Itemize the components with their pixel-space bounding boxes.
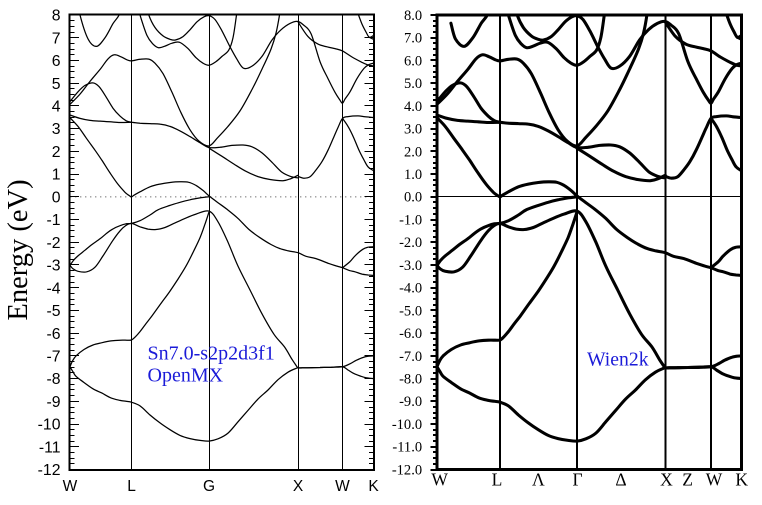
svg-text:Sn7.0-s2p2d3f1: Sn7.0-s2p2d3f1 [148, 343, 275, 365]
svg-text:.0: .0 [411, 31, 422, 47]
svg-text:-1: -1 [399, 212, 411, 228]
svg-text:-6: -6 [46, 326, 60, 343]
svg-text:.0: .0 [411, 144, 422, 160]
svg-text:-7: -7 [46, 349, 60, 366]
svg-text:Energy (eV): Energy (eV) [3, 179, 34, 320]
svg-text:5: 5 [52, 76, 61, 93]
svg-text:3: 3 [404, 122, 411, 138]
svg-text:W: W [63, 478, 78, 495]
svg-text:Γ: Γ [572, 470, 582, 490]
svg-text:-8: -8 [399, 372, 411, 388]
svg-text:G: G [203, 478, 215, 495]
svg-text:OpenMX: OpenMX [148, 365, 224, 387]
svg-text:Λ: Λ [532, 470, 545, 490]
svg-text:.0: .0 [411, 53, 422, 69]
svg-text:.0: .0 [411, 167, 422, 183]
svg-text:4: 4 [404, 99, 412, 115]
svg-text:.0: .0 [411, 8, 422, 24]
svg-text:4: 4 [52, 99, 61, 116]
svg-text:-2: -2 [46, 235, 60, 252]
svg-text:L: L [492, 470, 503, 490]
svg-text:.0: .0 [411, 76, 422, 92]
svg-text:2: 2 [52, 144, 61, 161]
svg-text:-5: -5 [46, 303, 60, 320]
svg-text:8: 8 [404, 8, 411, 24]
svg-text:.0: .0 [411, 372, 422, 388]
svg-text:Z: Z [682, 470, 693, 490]
svg-text:.0: .0 [411, 190, 422, 206]
svg-text:-10: -10 [392, 417, 411, 433]
svg-text:Wien2k: Wien2k [587, 349, 649, 371]
svg-text:.0: .0 [411, 440, 422, 456]
svg-text:-5: -5 [399, 303, 411, 319]
svg-text:.0: .0 [411, 122, 422, 138]
svg-text:-11: -11 [392, 440, 411, 456]
svg-text:.0: .0 [411, 235, 422, 251]
svg-text:0: 0 [404, 190, 411, 206]
svg-text:K: K [368, 478, 379, 495]
svg-text:.0: .0 [411, 99, 422, 115]
svg-text:-10: -10 [38, 417, 61, 434]
svg-text:.0: .0 [411, 462, 422, 478]
svg-text:.0: .0 [411, 281, 422, 297]
svg-text:X: X [293, 478, 304, 495]
svg-text:-11: -11 [39, 439, 61, 456]
svg-text:-9: -9 [399, 394, 411, 410]
svg-text:W: W [335, 478, 350, 495]
svg-text:.0: .0 [411, 258, 422, 274]
svg-text:6: 6 [52, 53, 61, 70]
svg-text:W: W [706, 470, 723, 490]
svg-text:-2: -2 [399, 235, 411, 251]
svg-text:0: 0 [52, 189, 61, 206]
svg-text:1: 1 [404, 167, 411, 183]
svg-text:6: 6 [404, 53, 411, 69]
svg-text:-12: -12 [38, 462, 61, 479]
svg-text:-8: -8 [46, 371, 60, 388]
svg-text:-9: -9 [46, 394, 60, 411]
svg-text:K: K [735, 470, 748, 490]
svg-text:8: 8 [52, 8, 61, 25]
svg-text:-6: -6 [399, 326, 411, 342]
svg-text:W: W [431, 470, 448, 490]
svg-text:.0: .0 [411, 326, 422, 342]
svg-text:.0: .0 [411, 212, 422, 228]
svg-text:L: L [127, 478, 136, 495]
svg-text:-1: -1 [46, 212, 60, 229]
svg-text:-4: -4 [46, 280, 60, 297]
svg-text:1: 1 [52, 167, 61, 184]
svg-text:.0: .0 [411, 394, 422, 410]
svg-text:7: 7 [404, 31, 411, 47]
svg-text:-3: -3 [46, 258, 60, 275]
svg-text:3: 3 [52, 121, 61, 138]
svg-text:X: X [660, 470, 673, 490]
svg-text:.0: .0 [411, 417, 422, 433]
svg-text:-7: -7 [399, 349, 411, 365]
svg-text:5: 5 [404, 76, 411, 92]
svg-text:-4: -4 [399, 281, 412, 297]
svg-text:-12: -12 [392, 462, 411, 478]
svg-text:Δ: Δ [615, 470, 626, 490]
svg-text:.0: .0 [411, 349, 422, 365]
svg-text:.0: .0 [411, 303, 422, 319]
svg-text:-3: -3 [399, 258, 411, 274]
svg-text:7: 7 [52, 30, 61, 47]
svg-text:2: 2 [404, 144, 411, 160]
